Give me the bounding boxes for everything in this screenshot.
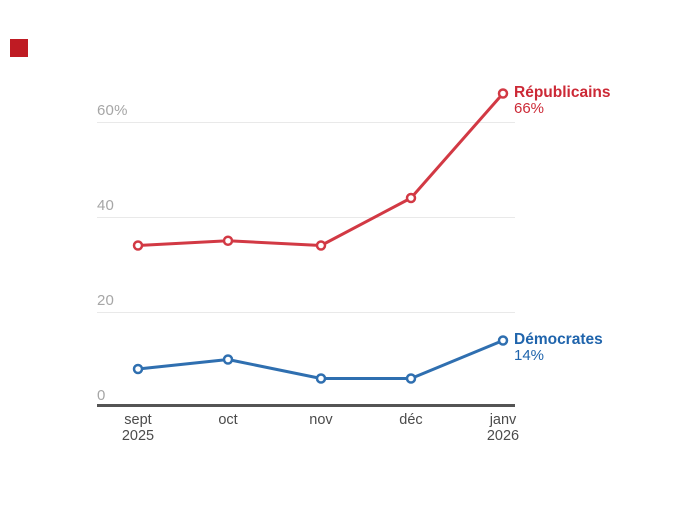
gridline <box>97 122 515 123</box>
republicains-data-point-marker <box>222 235 234 246</box>
x-axis-tick-label: janv 2026 <box>461 412 545 444</box>
x-axis-line <box>97 403 515 407</box>
series-label-republicains: Républicains 66% <box>514 83 611 118</box>
x-axis-year-label: 2026 <box>486 427 520 444</box>
y-axis-tick-label: 40 <box>97 197 115 214</box>
series-name-republicains: Républicains <box>514 83 611 101</box>
republicains-line <box>136 92 505 247</box>
democrates-line <box>136 339 505 380</box>
x-axis-tick-label: sept 2025 <box>96 412 180 444</box>
republicains-data-point-marker <box>405 192 417 204</box>
series-value-label-democrates: 14% <box>514 347 545 364</box>
series-label-democrates: Démocrates 14% <box>514 330 603 365</box>
republicains-data-point-marker <box>315 240 327 251</box>
x-axis-month-label: déc <box>399 412 423 428</box>
x-axis-tick-label: nov <box>279 412 363 429</box>
democrates-data-point-marker <box>405 373 417 384</box>
gridline <box>97 312 515 313</box>
democrates-data-point-marker <box>222 354 234 365</box>
series-value-label-republicains: 66% <box>514 100 545 117</box>
x-axis-tick-label: oct <box>186 412 270 429</box>
republicains-data-point-marker <box>497 88 509 99</box>
series-name-democrates: Démocrates <box>514 330 603 348</box>
x-axis-month-label: janv <box>489 412 517 428</box>
y-axis-tick-label: 0 <box>97 387 106 404</box>
democrates-data-point-marker <box>132 363 144 375</box>
x-axis-month-label: nov <box>309 412 333 428</box>
democrates-data-point-marker <box>497 335 509 346</box>
democrates-data-point-marker <box>315 373 327 384</box>
gridline <box>97 217 515 218</box>
brand-red-square-logo <box>10 39 28 57</box>
y-axis-tick-label: 60% <box>97 102 128 119</box>
x-axis-tick-label: déc <box>369 412 453 429</box>
x-axis-month-label: oct <box>218 412 238 428</box>
x-axis-month-label: sept <box>124 412 152 428</box>
x-axis-year-label: 2025 <box>121 427 155 444</box>
y-axis-tick-label: 20 <box>97 292 115 309</box>
republicains-data-point-marker <box>132 240 144 251</box>
